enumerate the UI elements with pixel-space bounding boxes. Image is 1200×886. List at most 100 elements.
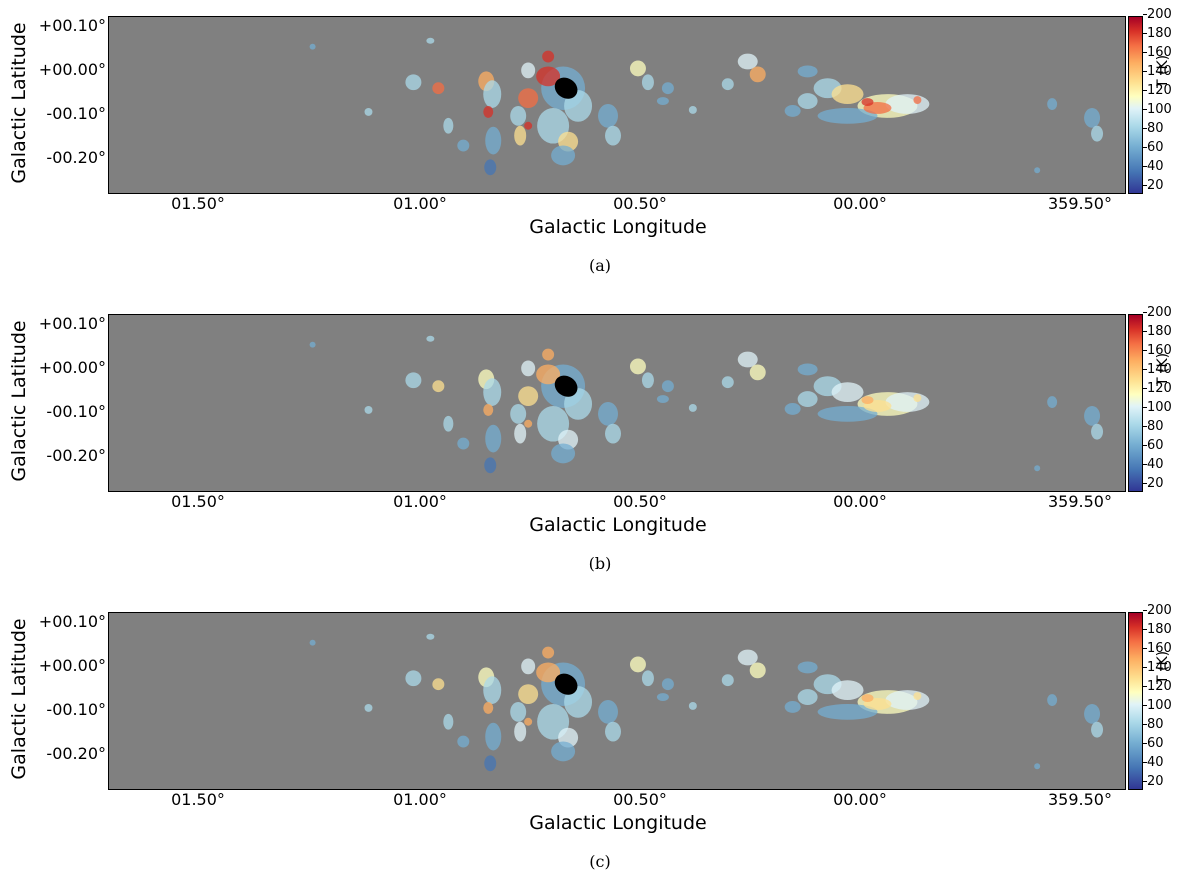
- emission-clump: [536, 66, 561, 87]
- emission-clump: [1047, 694, 1058, 706]
- colorbar-tick-mark: [1143, 445, 1147, 446]
- emission-clump: [514, 423, 527, 444]
- x-axis-label: Galactic Longitude: [529, 514, 707, 536]
- colorbar-tick-mark: [1143, 369, 1147, 370]
- emission-clump: [309, 341, 316, 348]
- emission-clump: [913, 394, 922, 403]
- emission-clump: [484, 457, 497, 474]
- emission-clump: [457, 437, 470, 450]
- emission-clump: [885, 94, 930, 114]
- x-tick-label: 01.50°: [171, 790, 225, 809]
- emission-clump: [483, 105, 494, 118]
- colorbar-tick-label: 60: [1147, 438, 1164, 453]
- emission-clump: [598, 700, 618, 724]
- emission-clump: [518, 386, 539, 406]
- emission-clump: [485, 424, 502, 453]
- x-tick-label: 01.00°: [393, 194, 447, 213]
- colorbar-tick-label: 200: [1147, 305, 1172, 320]
- colorbar-tick-label: 80: [1147, 121, 1164, 136]
- emission-clump: [641, 372, 654, 389]
- emission-clump: [426, 335, 435, 342]
- emission-clump: [483, 701, 494, 714]
- x-axis-label: Galactic Longitude: [529, 216, 707, 238]
- colorbar-tick-mark: [1143, 52, 1147, 53]
- emission-clump: [831, 84, 864, 105]
- emission-clump: [521, 360, 536, 377]
- emission-clump: [510, 701, 527, 722]
- emission-clump: [749, 662, 766, 679]
- colorbar-tick-mark: [1143, 185, 1147, 186]
- colorbar-tick-mark: [1143, 71, 1147, 72]
- colorbar-tick-label: 20: [1147, 774, 1164, 789]
- emission-clump: [1034, 465, 1041, 472]
- y-axis-label: Galactic Latitude: [8, 618, 30, 780]
- emission-clump: [364, 107, 373, 116]
- y-tick-label: -00.20°: [46, 148, 106, 167]
- emission-clump: [784, 701, 801, 713]
- colorbar-tick-mark: [1143, 648, 1147, 649]
- emission-clump: [817, 405, 878, 422]
- colorbar-tick-mark: [1143, 14, 1147, 15]
- y-tick-label: +00.00°: [38, 60, 106, 79]
- emission-clump: [661, 380, 674, 393]
- emission-clump: [551, 741, 576, 762]
- panel-caption: (b): [588, 554, 612, 573]
- emission-clump: [432, 82, 445, 95]
- temperature-map: [108, 16, 1126, 194]
- colorbar-tick-label: 60: [1147, 736, 1164, 751]
- emission-clump: [598, 104, 618, 128]
- emission-clump: [514, 125, 527, 146]
- emission-clump: [1084, 703, 1101, 724]
- emission-clump: [536, 662, 561, 683]
- colorbar-tick-mark: [1143, 426, 1147, 427]
- y-axis-label: Galactic Latitude: [8, 22, 30, 184]
- emission-clump: [605, 125, 621, 146]
- colorbar-tick-mark: [1143, 743, 1147, 744]
- colorbar-tick-mark: [1143, 331, 1147, 332]
- emission-clump: [629, 60, 646, 77]
- colorbar-tick-label: 40: [1147, 159, 1164, 174]
- emission-clump: [688, 403, 697, 412]
- y-tick-label: +00.10°: [38, 314, 106, 333]
- emission-clump: [485, 722, 502, 751]
- emission-clump: [797, 391, 818, 407]
- colorbar-tick-mark: [1143, 350, 1147, 351]
- emission-clump: [885, 392, 930, 412]
- emission-clump: [797, 689, 818, 705]
- emission-clump: [443, 713, 454, 730]
- y-tick-label: +00.10°: [38, 612, 106, 631]
- colorbar-tick-mark: [1143, 724, 1147, 725]
- colorbar-tick-label: 180: [1147, 324, 1172, 339]
- map-canvas: [309, 633, 1104, 772]
- emission-clump: [483, 676, 502, 704]
- colorbar-tick-label: 80: [1147, 419, 1164, 434]
- emission-clump: [797, 661, 818, 674]
- emission-clump: [721, 78, 734, 91]
- colorbar-tick-mark: [1143, 483, 1147, 484]
- temperature-map: [108, 314, 1126, 492]
- colorbar-tick-label: 140: [1147, 64, 1172, 79]
- colorbar-tick-mark: [1143, 705, 1147, 706]
- emission-clump: [405, 372, 422, 389]
- emission-clump: [1034, 763, 1041, 770]
- emission-clump: [861, 98, 874, 106]
- emission-clump: [536, 364, 561, 385]
- emission-clump: [542, 646, 555, 659]
- emission-clump: [518, 88, 539, 108]
- y-tick-label: -00.10°: [46, 104, 106, 123]
- colorbar-tick-mark: [1143, 629, 1147, 630]
- y-tick-label: -00.10°: [46, 402, 106, 421]
- x-tick-label: 00.50°: [613, 492, 667, 511]
- emission-clump: [521, 658, 536, 675]
- emission-clump: [656, 693, 669, 701]
- emission-clump: [1084, 405, 1101, 426]
- emission-clump: [483, 80, 502, 108]
- emission-clump: [426, 37, 435, 44]
- emission-clump: [784, 403, 801, 415]
- emission-clump: [817, 703, 878, 720]
- emission-clump: [524, 717, 533, 726]
- colorbar-tick-label: 100: [1147, 698, 1172, 713]
- emission-clump: [542, 50, 555, 63]
- colorbar-tick-label: 140: [1147, 362, 1172, 377]
- y-axis-label: Galactic Latitude: [8, 320, 30, 482]
